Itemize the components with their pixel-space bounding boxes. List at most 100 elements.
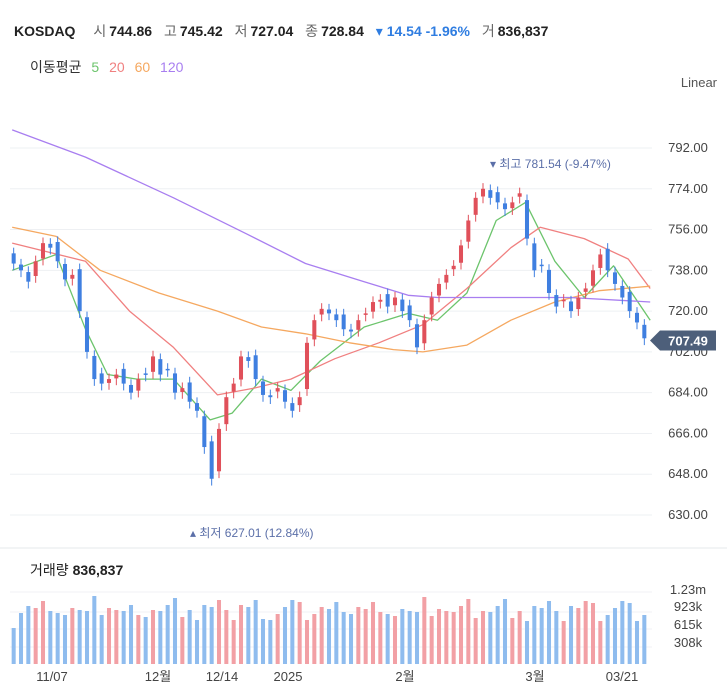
candle	[165, 368, 170, 371]
candle	[480, 188, 486, 197]
candle	[590, 270, 596, 286]
volume-bar	[510, 618, 515, 664]
candle	[77, 269, 82, 312]
high-label: 고	[163, 23, 177, 39]
volume-tick-label: 923k	[674, 599, 703, 614]
volume-bar	[128, 605, 134, 664]
volume-panel-title: 거래량	[30, 562, 69, 578]
candle	[583, 288, 588, 292]
volume-bar	[11, 628, 16, 664]
volume-bar	[194, 620, 200, 664]
volume-bar	[92, 596, 97, 664]
candle	[348, 329, 354, 332]
ma5-legend: 5	[91, 59, 100, 75]
candle	[187, 382, 192, 402]
candle	[605, 248, 610, 271]
volume-bar	[187, 610, 192, 664]
candle	[546, 269, 552, 293]
quote-header: KOSDAQ 시 744.86 고 745.42 저 727.04 종 728.84 ▾…	[14, 21, 556, 41]
volume-bar	[84, 611, 90, 664]
candle	[121, 368, 126, 384]
volume-bar	[158, 611, 163, 664]
x-tick-label: 2월	[395, 669, 414, 684]
x-tick-label: 12월	[145, 669, 171, 684]
candle	[143, 373, 148, 375]
volume-bar	[334, 602, 339, 664]
candle	[275, 388, 280, 392]
volume-bar	[370, 602, 376, 664]
y-tick-label: 774.00	[668, 181, 708, 196]
y-tick-label: 756.00	[668, 222, 708, 237]
candle	[576, 297, 581, 310]
candle	[620, 285, 625, 298]
ma20-legend: 20	[109, 59, 125, 75]
volume-bar	[136, 615, 141, 664]
candle	[84, 317, 90, 352]
volume-bar	[598, 621, 603, 664]
y-tick-label: 738.00	[668, 262, 708, 277]
moving-average-legend[interactable]: 이동평균 5 20 60 120	[30, 57, 189, 77]
candle	[260, 381, 266, 395]
candle	[473, 197, 478, 215]
candle	[150, 356, 156, 372]
y-tick-label: 648.00	[668, 466, 708, 481]
x-tick-label: 2025	[274, 669, 303, 684]
x-tick-label: 11/07	[36, 669, 68, 684]
y-tick-label: 720.00	[668, 303, 708, 318]
candle	[422, 320, 427, 344]
candle	[33, 261, 38, 276]
volume-bar	[568, 606, 574, 664]
x-tick-label: 3월	[525, 669, 544, 684]
volume-bar	[517, 611, 522, 664]
volume-bar	[414, 612, 420, 664]
volume-bar	[495, 606, 500, 664]
high-annotation: ▾ 최고 781.54 (-9.47%)	[490, 157, 611, 171]
ma60-legend: 60	[134, 59, 151, 75]
volume-bar	[583, 601, 588, 664]
candle	[106, 379, 112, 383]
candle	[202, 416, 207, 448]
volume-bar	[172, 598, 178, 664]
candle	[363, 313, 368, 315]
volume-bar	[33, 608, 38, 664]
candle	[216, 428, 222, 472]
candle	[114, 374, 119, 379]
y-tick-label: 684.00	[668, 385, 708, 400]
volume-bar	[18, 613, 24, 664]
candle	[180, 388, 185, 392]
candle	[194, 403, 200, 411]
close-label: 종	[305, 23, 319, 39]
scale-toggle[interactable]: Linear	[680, 75, 717, 90]
candle	[407, 305, 412, 321]
volume-bar	[180, 617, 185, 664]
candle	[172, 373, 178, 393]
candle	[290, 403, 295, 411]
candle	[510, 202, 515, 209]
volume-bar	[26, 606, 31, 664]
volume-bar	[429, 616, 434, 664]
volume-bar	[209, 607, 214, 664]
volume-bar	[539, 608, 544, 664]
volume-bar	[319, 607, 324, 664]
candle	[568, 301, 574, 312]
current-price-tag	[650, 330, 716, 351]
volume-bar	[400, 609, 405, 664]
candle	[48, 243, 53, 248]
y-tick-label: 666.00	[668, 425, 708, 440]
volume-tick-label: 1.23m	[670, 582, 706, 597]
candle	[26, 272, 31, 282]
candle	[62, 263, 68, 280]
candle	[268, 395, 273, 398]
volume-bar	[275, 614, 280, 664]
candle	[385, 294, 390, 307]
volume-bar	[532, 606, 537, 664]
candle	[11, 253, 16, 264]
volume-value: 836,837	[497, 23, 549, 39]
candle	[539, 264, 544, 267]
open-label: 시	[93, 23, 107, 39]
volume-bar	[224, 610, 229, 664]
volume-bar	[99, 615, 104, 664]
volume-bar	[363, 609, 368, 664]
volume-bar	[348, 614, 354, 664]
